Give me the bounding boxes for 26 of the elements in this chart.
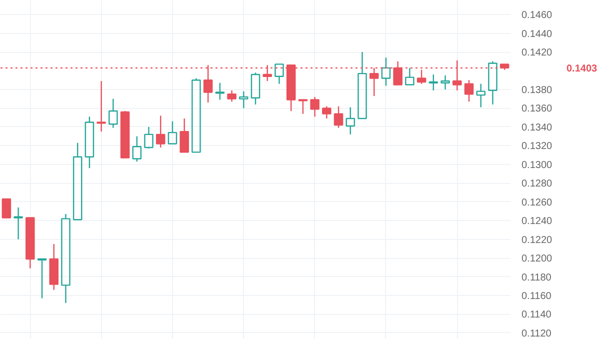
y-tick-label: 0.1420 [522, 48, 553, 59]
candlestick [14, 206, 23, 240]
candlestick [310, 96, 320, 118]
y-tick-label: 0.1180 [522, 272, 552, 284]
y-tick-label: 0.1360 [522, 104, 553, 115]
candlestick [476, 83, 486, 108]
y-tick-label: 0.1160 [522, 290, 552, 302]
candlestick [61, 213, 70, 304]
y-tick-label: 0.1140 [522, 310, 552, 321]
y-tick-label: 0.1300 [522, 160, 553, 171]
candlestick [440, 74, 450, 90]
y-tick-label: 0.1200 [522, 254, 553, 265]
y-tick-label: 0.1340 [522, 122, 553, 134]
y-tick-label: 0.1220 [522, 234, 553, 246]
ref-line-label: 0.1403 [566, 63, 598, 74]
y-tick-label: 0.1240 [522, 216, 553, 228]
y-tick-label: 0.1320 [522, 141, 553, 152]
y-tick-label: 0.1380 [522, 84, 553, 96]
y-tick-label: 0.1120 [522, 328, 552, 339]
y-tick-label: 0.1280 [522, 178, 553, 190]
candlestick [227, 90, 236, 102]
y-tick-label: 0.1260 [522, 197, 553, 208]
y-tick-label: 0.1460 [522, 10, 553, 22]
candlestick [96, 80, 106, 132]
candlestick [108, 98, 118, 128]
y-tick-label: 0.1440 [522, 28, 553, 40]
